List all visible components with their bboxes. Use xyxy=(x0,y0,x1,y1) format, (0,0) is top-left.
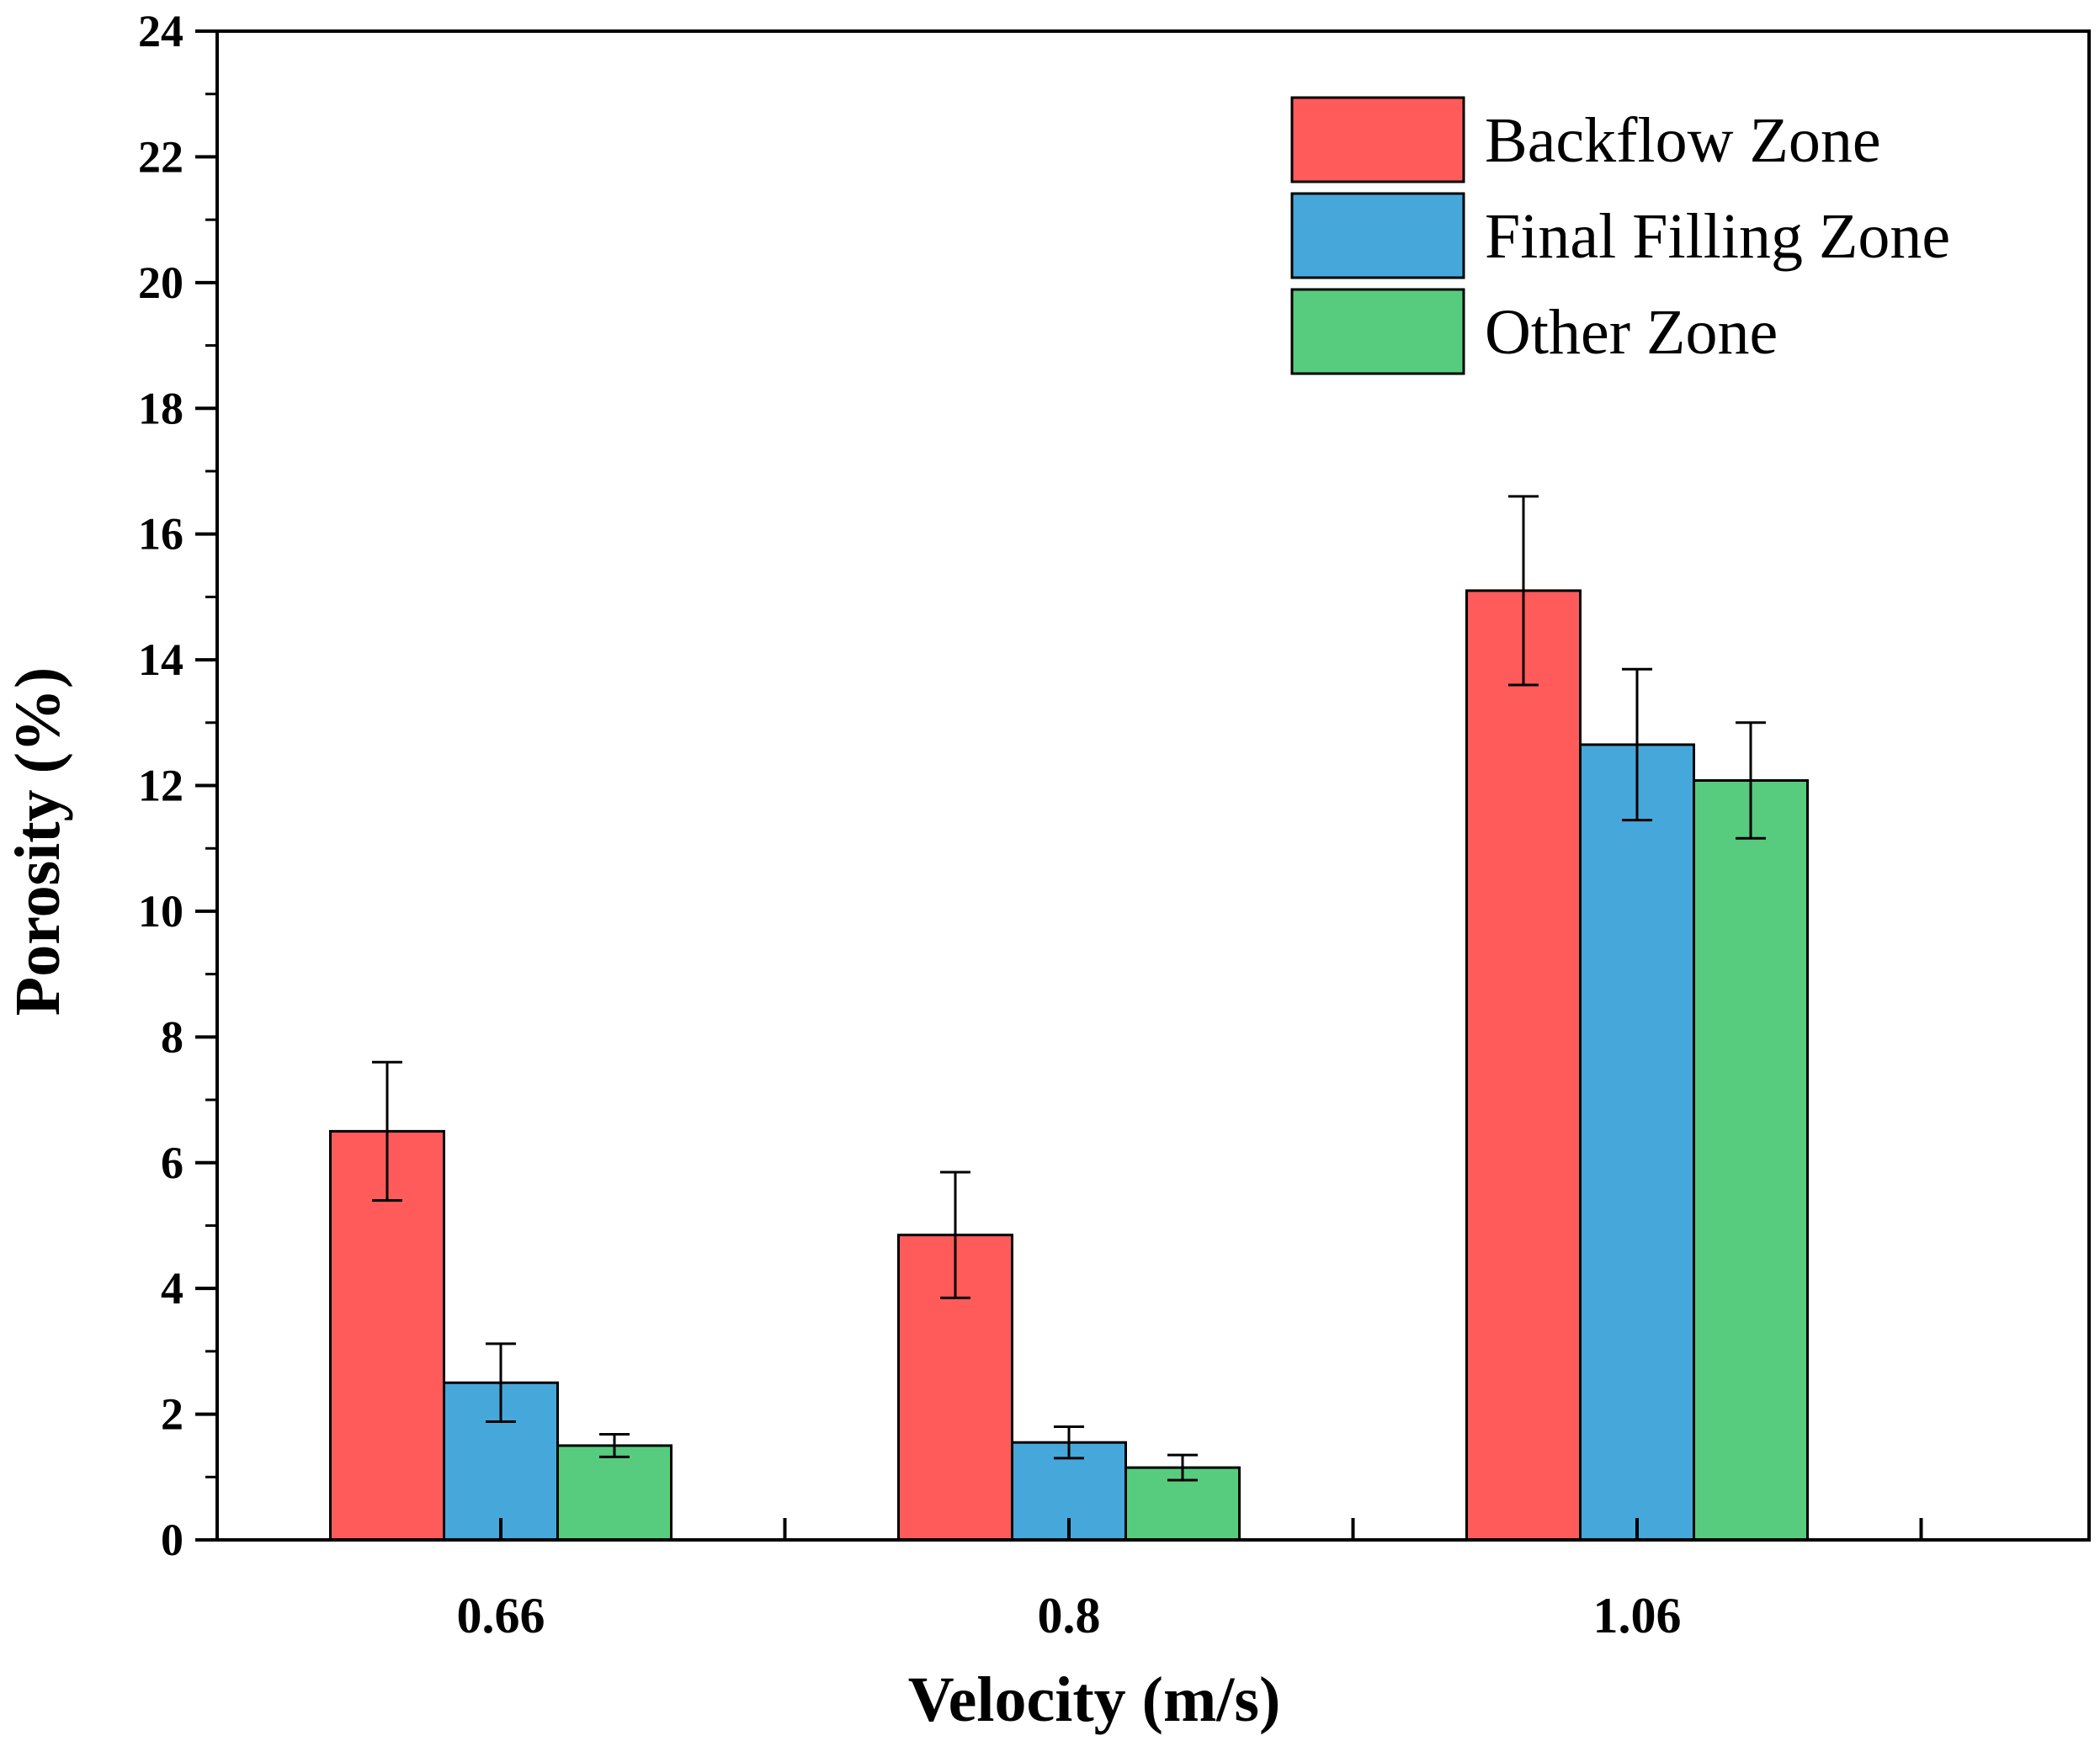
y-tick-label: 22 xyxy=(138,131,183,182)
bar-other-zone-1.06 xyxy=(1693,779,1809,1542)
x-tick-label: 0.8 xyxy=(1038,1588,1101,1643)
legend-swatch xyxy=(1290,96,1465,183)
error-bar xyxy=(1736,721,1766,840)
y-tick-label: 14 xyxy=(138,634,183,685)
legend-label: Backflow Zone xyxy=(1485,105,1881,176)
legend-item: Final Filling Zone xyxy=(1290,192,1950,279)
bar-final-filling-zone-1.06 xyxy=(1579,743,1695,1542)
legend-item: Other Zone xyxy=(1290,288,1778,375)
error-bar xyxy=(1167,1453,1198,1482)
y-tick-label: 16 xyxy=(138,509,183,560)
y-axis-title: Porosity (%) xyxy=(3,667,73,1016)
y-tick-label: 0 xyxy=(161,1515,183,1565)
error-bar xyxy=(1054,1425,1084,1460)
error-bar xyxy=(1622,667,1652,822)
legend-label: Other Zone xyxy=(1485,297,1778,368)
error-bar xyxy=(372,1060,402,1202)
bar-other-zone-0.66 xyxy=(556,1444,673,1542)
error-bar xyxy=(599,1432,630,1458)
bar-backflow-zone-1.06 xyxy=(1465,589,1582,1542)
legend-swatch xyxy=(1290,192,1465,279)
bars-layer xyxy=(329,589,1809,1542)
y-tick-label: 10 xyxy=(138,886,183,937)
y-tick-label: 18 xyxy=(138,383,183,433)
y-tick-label: 8 xyxy=(161,1011,183,1062)
x-tick-label: 0.66 xyxy=(457,1588,545,1643)
error-bar xyxy=(940,1170,970,1299)
y-tick-label: 2 xyxy=(161,1389,183,1440)
y-tick-label: 6 xyxy=(161,1138,183,1188)
y-tick-label: 20 xyxy=(138,257,183,308)
x-tick-label: 1.06 xyxy=(1593,1588,1682,1643)
error-bar xyxy=(1508,495,1539,687)
error-bars-layer xyxy=(372,495,1766,1482)
y-tick-label: 24 xyxy=(138,6,183,56)
y-tick-label: 4 xyxy=(161,1263,183,1314)
legend: Backflow Zone Final Filling Zone Other Zon… xyxy=(1290,96,1950,375)
legend-item: Backflow Zone xyxy=(1290,96,1881,183)
error-bar xyxy=(486,1342,516,1424)
legend-swatch xyxy=(1290,288,1465,375)
x-axis-title: Velocity (m/s) xyxy=(908,1664,1281,1735)
legend-label: Final Filling Zone xyxy=(1485,201,1950,272)
y-tick-label: 12 xyxy=(138,761,183,811)
